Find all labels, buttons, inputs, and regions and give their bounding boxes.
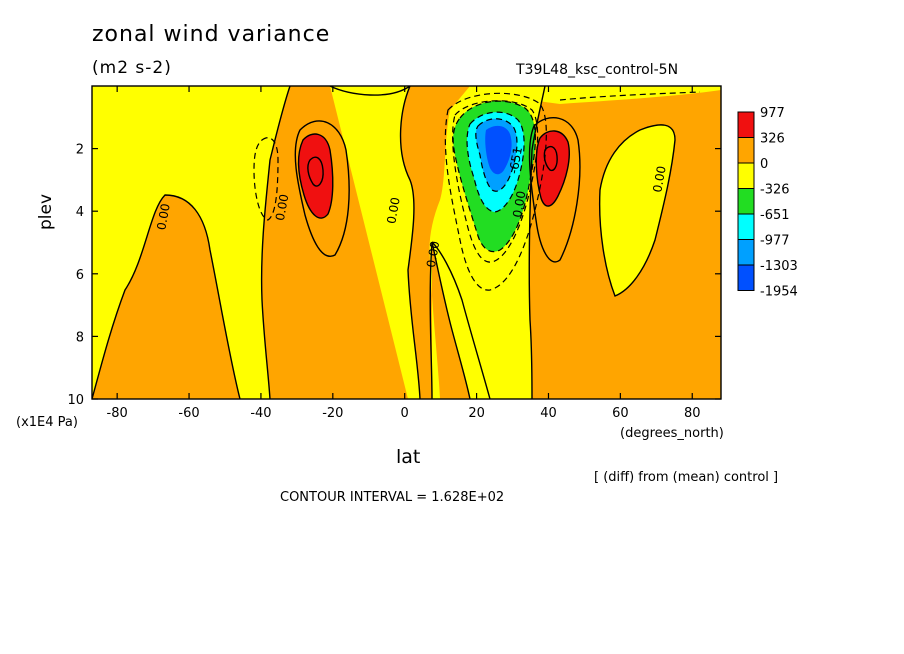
legend-swatch bbox=[737, 188, 755, 215]
chart-title: zonal wind variance bbox=[92, 22, 331, 47]
contour-label: 0.00 bbox=[154, 202, 172, 231]
contour-northern-outer bbox=[528, 117, 581, 263]
legend-swatch bbox=[737, 213, 755, 240]
region-negative-blue bbox=[485, 125, 512, 175]
contour-label: -651 bbox=[507, 146, 526, 175]
legend-label: 977 bbox=[760, 106, 785, 121]
region-near-zero-north-top bbox=[470, 86, 721, 104]
region-near-zero-east bbox=[599, 124, 675, 296]
contour-negative-west-small bbox=[253, 137, 279, 221]
legend-label: -651 bbox=[760, 208, 790, 223]
x-tick-label: -80 bbox=[107, 406, 128, 421]
contour-lines bbox=[92, 86, 676, 399]
x-axis-ticks: -80 -60 -40 -20 0 20 40 60 80 bbox=[107, 86, 701, 421]
contour-southern-core bbox=[307, 156, 324, 187]
contour-zero-central bbox=[329, 86, 421, 399]
legend-label: 326 bbox=[760, 132, 785, 147]
legend-label: -1303 bbox=[760, 259, 798, 274]
contour-interval-note: CONTOUR INTERVAL = 1.628E+02 bbox=[280, 490, 505, 505]
contour-negative-3 bbox=[452, 100, 536, 253]
y-tick-label: 4 bbox=[76, 205, 84, 220]
region-near-zero-west bbox=[92, 86, 290, 399]
contour-zero-west-b bbox=[92, 194, 241, 399]
contour-zero-west bbox=[260, 86, 291, 399]
y-tick-label: 2 bbox=[76, 143, 84, 158]
diff-note: [ (diff) from (mean) control ] bbox=[594, 470, 779, 485]
x-tick-label: 0 bbox=[401, 406, 409, 421]
contour-northern-inner bbox=[535, 130, 570, 207]
y-tick-label: 8 bbox=[76, 330, 84, 345]
y-tick-label: 10 bbox=[67, 393, 84, 408]
legend-swatch bbox=[737, 162, 755, 189]
contour-southern-inner bbox=[297, 133, 334, 219]
x-axis-title: lat bbox=[396, 446, 421, 468]
color-legend: 977 326 0 -326 -651 -977 -1303 -1954 bbox=[737, 106, 798, 300]
y-axis-ticks: 2 4 6 8 10 bbox=[67, 143, 721, 408]
legend-swatch bbox=[737, 137, 755, 164]
chart-units: (m2 s-2) bbox=[92, 58, 172, 78]
contour-label: 0.00 bbox=[424, 240, 442, 269]
contour-negative-2 bbox=[452, 100, 539, 263]
contour-label: 0.00 bbox=[273, 193, 291, 222]
contour-negative-4 bbox=[466, 111, 525, 213]
y-tick-label: 6 bbox=[76, 268, 84, 283]
contour-label: 0.00 bbox=[510, 190, 528, 219]
run-name: T39L48_ksc_control-5N bbox=[516, 62, 679, 78]
x-tick-label: -40 bbox=[250, 406, 271, 421]
x-tick-label: 20 bbox=[468, 406, 485, 421]
x-tick-label: 40 bbox=[540, 406, 557, 421]
contour-label: 0.00 bbox=[384, 196, 402, 225]
plot-frame bbox=[91, 85, 722, 400]
region-southern-maximum bbox=[298, 134, 333, 219]
contour-northern-core bbox=[543, 145, 558, 172]
filled-contours bbox=[92, 86, 721, 399]
contour-negative-outer bbox=[444, 92, 547, 291]
contour-zero-north bbox=[528, 86, 546, 399]
contour-label: 0.00 bbox=[650, 165, 668, 194]
legend-swatch bbox=[737, 239, 755, 266]
contour-zero-east bbox=[598, 124, 676, 297]
x-axis-unit: (degrees_north) bbox=[620, 426, 724, 441]
legend-swatch bbox=[737, 111, 755, 138]
x-tick-label: 80 bbox=[684, 406, 701, 421]
legend-swatch bbox=[737, 264, 755, 291]
contour-negative-5 bbox=[475, 118, 518, 192]
x-tick-label: -60 bbox=[178, 406, 199, 421]
contour-labels: 0.00 0.00 0.00 0.00 0.00 0.00 -651 bbox=[154, 146, 668, 269]
contour-southern-outer bbox=[294, 120, 350, 257]
y-axis-unit: (x1E4 Pa) bbox=[16, 415, 78, 430]
legend-label: 0 bbox=[760, 157, 768, 172]
legend-label: -1954 bbox=[760, 285, 798, 300]
x-tick-label: -20 bbox=[322, 406, 343, 421]
legend-label: -977 bbox=[760, 234, 790, 249]
contour-negative-north-strip bbox=[559, 91, 701, 101]
legend-label: -326 bbox=[760, 183, 790, 198]
region-near-zero-sliver bbox=[432, 242, 490, 399]
contour-zero-sliver bbox=[429, 241, 491, 399]
negative-contour-lines bbox=[253, 91, 701, 291]
x-tick-label: 60 bbox=[612, 406, 629, 421]
